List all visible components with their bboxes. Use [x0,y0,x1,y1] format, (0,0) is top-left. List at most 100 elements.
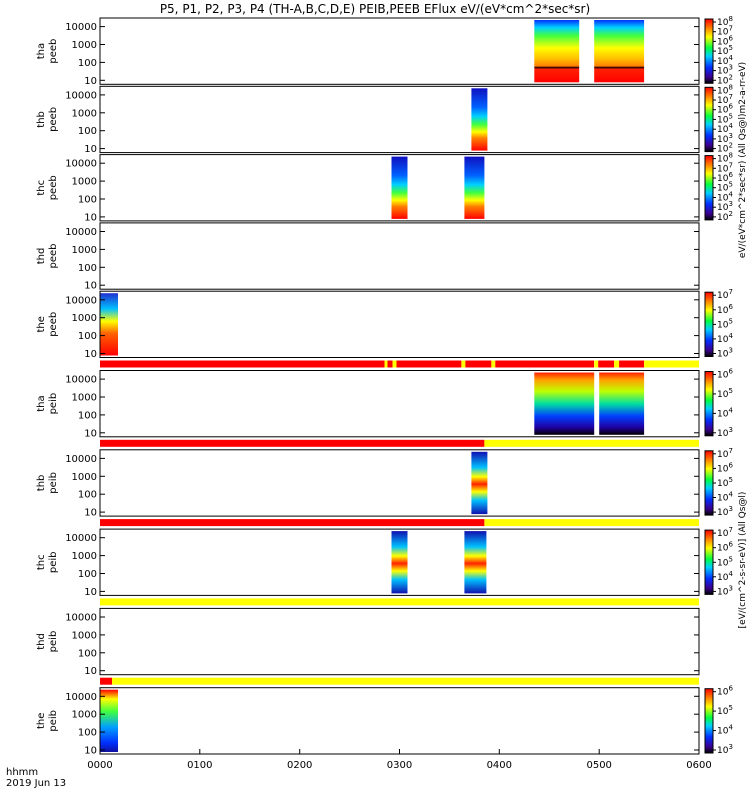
colorbar-tick-label-thc-peeb-1: 103 [717,200,733,213]
mode-bar-4-segment-10 [598,360,615,368]
colorbar-tick-label-thc-peib-1: 104 [717,570,733,583]
colorbar-tick-label-thb-peeb-3: 105 [717,112,733,125]
mode-bar-4-segment-5 [461,360,466,368]
data-block-the-peeb-0 [100,293,118,356]
panel-thd-peib: 10 100 1000 10000 thd peib [36,607,700,685]
y-tick-label-thb-peeb-100: 100 [78,126,97,137]
mode-bar-8-segment-0 [100,677,112,685]
panel-label-thc-peib-type: peib [48,551,59,573]
y-tick-label-the-peib-1000: 1000 [72,710,97,721]
colorbar-tick-label-thc-peib-4: 107 [717,526,733,539]
mode-bar-4-segment-7 [491,360,496,368]
colorbar-tick-label-tha-peeb-6: 108 [717,15,733,28]
y-tick-label-thc-peib-10: 10 [84,587,97,598]
panel-frame-thd-peib [99,607,700,676]
y-tick-label-thb-peib-10: 10 [84,508,97,519]
colorbar-tick-label-the-peib-0: 103 [717,743,733,756]
x-tick-label-0500: 0500 [586,760,611,771]
panel-frame-thb-peeb [99,85,700,154]
panel-label-tha-peib-probe: tha [36,395,47,411]
data-block-thb-peib-0 [471,451,488,515]
panel-label-thc-peeb-type: peeb [48,175,59,200]
panel-label-thc-peib-probe: thc [36,554,47,570]
chart-title: P5, P1, P2, P3, P4 (TH-A,B,C,D,E) PEIB,P… [160,2,590,16]
y-tick-label-the-peeb-10000: 10000 [65,295,97,306]
colorbar-thc-peib [704,529,714,595]
x-axis-date: 2019 Jun 13 [6,778,66,789]
panel-frame-thd-peeb [99,222,700,290]
colorbar-tick-label-the-peeb-4: 107 [717,288,733,301]
mode-bar-4-segment-6 [465,360,492,368]
panel-label-tha-peeb-probe: tha [36,43,47,59]
panel-thc-peeb: 10 100 1000 10000 thc peeb 1021031041051061071… [36,152,733,224]
y-tick-label-thb-peib-100: 100 [78,490,97,501]
panel-tha-peib: 10 100 1000 10000 tha peib 103 104 105 106 [36,368,733,447]
colorbar-tick-label-tha-peeb-2: 104 [717,54,733,67]
colorbar-tick-label-thb-peeb-1: 103 [717,132,733,145]
y-tick-label-thc-peib-10000: 10000 [65,533,97,544]
panel-label-tha-peeb-type: peeb [48,39,59,64]
colorbar-tick-label-thc-peeb-3: 105 [717,181,733,194]
y-tick-label-thc-peib-1000: 1000 [72,551,97,562]
y-tick-label-thb-peeb-10000: 10000 [65,90,97,101]
panel-label-tha-peib-type: peib [48,393,59,415]
colorbar-tick-label-tha-peib-3: 106 [717,368,733,381]
colorbar-tick-label-tha-peib-1: 104 [717,406,733,419]
colorbar-tick-label-thb-peeb-0: 102 [717,142,733,155]
y-tick-label-tha-peib-10000: 10000 [65,375,97,386]
y-tick-label-tha-peeb-10000: 10000 [65,22,97,33]
mode-bar-4-segment-12 [619,360,645,368]
x-tick-label-0400: 0400 [487,760,512,771]
colorbar-tick-label-thb-peeb-4: 106 [717,103,733,116]
y-tick-label-the-peeb-1000: 1000 [72,313,97,324]
panel-label-thc-peeb-probe: thc [36,180,47,196]
x-tick-label-0200: 0200 [287,760,312,771]
mode-bar-4-segment-8 [495,360,595,368]
panel-label-the-peib-type: peib [48,710,59,732]
data-block-the-peib-0 [100,689,118,752]
colorbar-tick-label-thc-peeb-5: 107 [717,161,733,174]
colorbar-tick-label-thc-peib-0: 103 [717,584,733,597]
mode-bar-7-segment-0 [100,598,699,606]
y-tick-label-thd-peeb-10000: 10000 [65,227,97,238]
y-tick-label-the-peib-10: 10 [84,746,97,757]
y-tick-label-the-peeb-100: 100 [78,331,97,342]
colorbar-tha-peib [704,371,714,437]
colorbar-tick-label-thc-peib-3: 106 [717,541,733,554]
panel-frame-tha-peeb [99,17,700,85]
y-tick-label-tha-peib-1000: 1000 [72,393,97,404]
colorbar-tick-label-tha-peib-2: 105 [717,387,733,400]
panel-frame-the-peeb [99,290,700,359]
colorbar-tick-label-the-peeb-2: 105 [717,317,733,330]
colorbar-tick-label-tha-peeb-4: 106 [717,34,733,47]
y-tick-label-thd-peib-10: 10 [84,666,97,677]
colorbar-tick-label-thc-peeb-4: 106 [717,171,733,184]
mode-bar-6-segment-0 [100,519,485,527]
y-tick-label-the-peib-10000: 10000 [65,692,97,703]
y-tick-label-the-peeb-10: 10 [84,349,97,360]
data-block-thc-peeb-0 [391,156,408,219]
colorbar-tick-label-thb-peeb-2: 104 [717,122,733,135]
panel-label-thb-peeb-probe: thb [36,111,47,128]
colorbar-label-electrons: eV/(eV*cm^2*sec*sr) (All Qs@l)m2-a-rr-eV… [738,62,748,258]
x-tick-label-0000: 0000 [87,760,112,771]
colorbar-tick-label-thb-peib-0: 103 [717,505,733,518]
mode-bar-4-segment-0 [100,360,385,368]
panel-frame-tha-peib [99,370,700,438]
colorbar-tick-label-thb-peib-4: 107 [717,447,733,460]
panel-label-the-peeb-type: peeb [48,312,59,337]
y-tick-label-thc-peeb-10: 10 [84,212,97,223]
data-block-thb-peeb-0 [471,88,488,151]
y-tick-label-tha-peib-10: 10 [84,428,97,439]
data-block-thc-peeb-1 [464,156,485,219]
x-tick-label-0300: 0300 [387,760,412,771]
mode-bar-8-segment-1 [112,677,699,685]
panel-label-thd-peib-probe: thd [36,633,47,650]
colorbar-tick-label-thc-peeb-6: 108 [717,152,733,165]
colorbar-tick-label-thc-peib-2: 105 [717,555,733,568]
panel-label-the-peib-probe: the [36,713,47,729]
colorbar-tick-label-tha-peib-0: 103 [717,426,733,439]
